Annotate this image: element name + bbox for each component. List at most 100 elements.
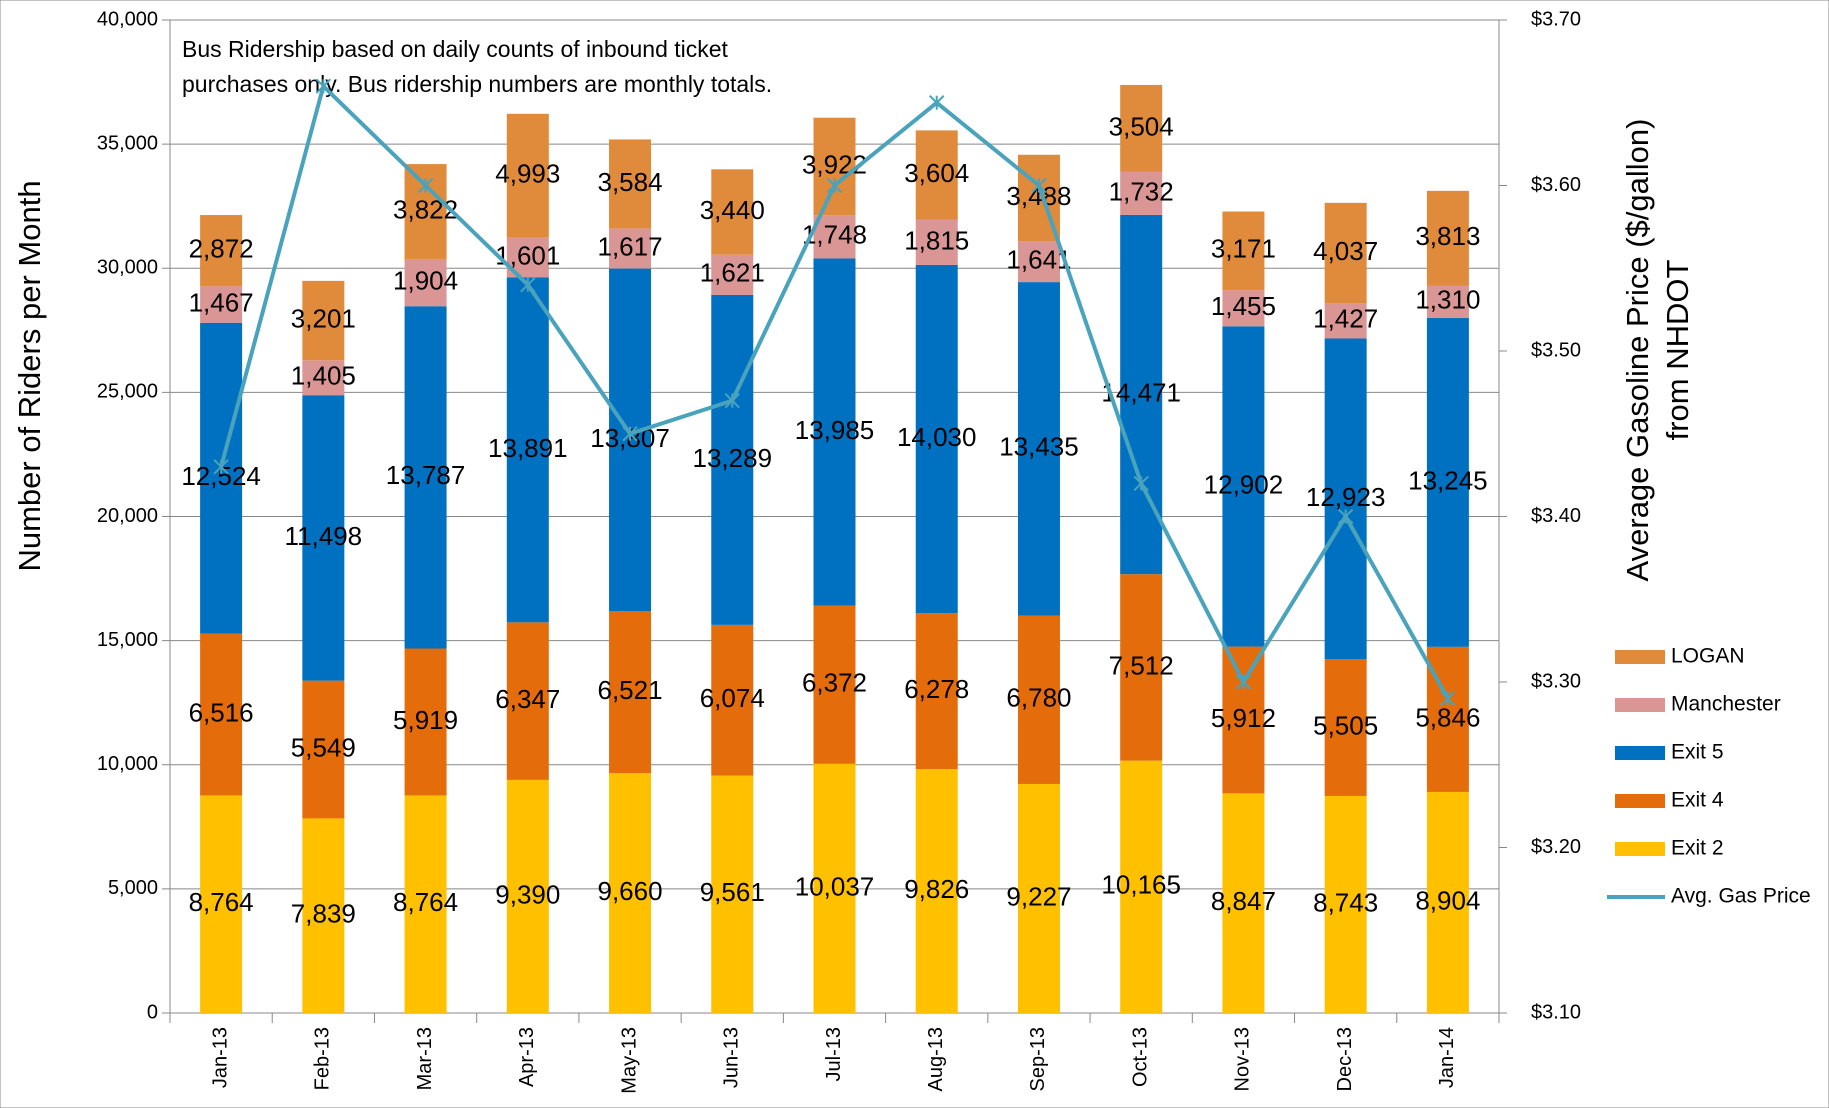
bar-segment: [1120, 171, 1163, 215]
data-label: 9,826: [904, 874, 969, 904]
data-label: 1,405: [291, 361, 356, 391]
bar-segment: [609, 611, 652, 774]
bar-segment: [1120, 84, 1163, 172]
y-tick-label: 0: [147, 1001, 158, 1023]
x-tick-label: Aug-13: [925, 1027, 947, 1092]
data-label: 6,278: [904, 674, 969, 704]
bar-segment: [813, 763, 856, 1013]
data-label: 3,922: [802, 149, 867, 179]
y-tick-label: 20,000: [97, 505, 158, 527]
data-label: 11,498: [285, 521, 363, 551]
legend-swatch: [1615, 746, 1665, 760]
x-tick-label: Jun-13: [721, 1027, 743, 1088]
data-label: 4,993: [495, 159, 560, 189]
bar-segment: [302, 360, 345, 396]
x-tick-label: Jul-13: [823, 1027, 845, 1081]
y-axis-title: Number of Riders per Month: [12, 180, 47, 571]
data-label: 8,764: [393, 887, 458, 917]
x-tick-label: Jan-13: [209, 1027, 231, 1088]
data-label: 3,201: [291, 303, 356, 333]
y2-tick-label: $3.40: [1531, 505, 1581, 527]
data-label: 13,245: [1408, 465, 1488, 495]
bar-segment: [1222, 646, 1265, 794]
x-tick-label: Apr-13: [516, 1027, 538, 1087]
data-label: 6,074: [700, 683, 765, 713]
legend-label: Manchester: [1671, 693, 1781, 716]
x-tick-label: May-13: [618, 1027, 640, 1094]
bar-segment: [915, 264, 958, 614]
y2-tick-label: $3.70: [1531, 8, 1581, 30]
bar-segment: [200, 286, 243, 323]
y2-axis-title: from NHDOT: [1660, 260, 1695, 441]
y2-axis-title: Average Gasoline Price ($/gallon): [1620, 119, 1655, 582]
x-tick-label: Jan-14: [1436, 1027, 1458, 1088]
bar-segment: [1222, 290, 1265, 327]
data-label: 12,902: [1204, 469, 1284, 499]
data-label: 6,521: [597, 675, 662, 705]
legend-label: Exit 4: [1671, 789, 1724, 812]
bar-segment: [404, 648, 447, 796]
bar-segment: [1426, 318, 1469, 647]
data-label: 1,904: [393, 265, 458, 295]
legend-label: Avg. Gas Price: [1671, 885, 1811, 908]
bar-segment: [1017, 241, 1060, 283]
data-label: 9,227: [1006, 881, 1071, 911]
data-label: 4,037: [1313, 236, 1378, 266]
x-tick-label: Dec-13: [1334, 1027, 1356, 1091]
y2-tick-label: $3.60: [1531, 174, 1581, 196]
bar-segment: [1426, 791, 1469, 1013]
data-label: 1,601: [495, 240, 560, 270]
line-marker: [315, 78, 332, 94]
bar-segment: [1324, 795, 1367, 1013]
data-label: 6,347: [495, 684, 560, 714]
data-label: 13,787: [386, 460, 466, 490]
line-marker: [213, 459, 229, 475]
data-label: 1,427: [1313, 304, 1378, 334]
legend-swatch: [1615, 650, 1665, 664]
bar-segment: [1017, 783, 1060, 1013]
legend-swatch: [1615, 794, 1665, 808]
data-label: 7,839: [291, 899, 356, 929]
data-label: 10,165: [1101, 870, 1181, 900]
bar-segment: [915, 130, 958, 220]
data-label: 8,764: [189, 887, 254, 917]
line-marker: [1235, 674, 1252, 690]
data-label: 3,822: [393, 194, 458, 224]
bar-segment: [711, 624, 754, 776]
data-label: 1,617: [597, 231, 662, 261]
bar-segment: [711, 254, 754, 295]
data-label: 8,904: [1415, 885, 1480, 915]
bar-segment: [1324, 338, 1367, 660]
data-label: 1,732: [1109, 176, 1174, 206]
bar-segment: [915, 219, 958, 265]
bar-segment: [813, 215, 856, 259]
data-label: 6,516: [189, 697, 254, 727]
bar-segment: [813, 605, 856, 764]
data-label: 2,872: [189, 234, 254, 264]
data-label: 3,504: [1109, 111, 1174, 141]
line-marker: [724, 392, 740, 409]
bar-segment: [200, 215, 243, 287]
line-marker: [826, 177, 843, 194]
line-marker: [1031, 177, 1047, 194]
data-label: 1,455: [1211, 291, 1276, 321]
y2-tick-label: $3.30: [1531, 670, 1581, 692]
line-marker: [622, 426, 638, 442]
bar-segment: [1426, 190, 1469, 286]
bar-segment: [302, 395, 345, 681]
annotation: Bus Ridership based on daily counts of i…: [182, 36, 729, 62]
line-marker: [520, 277, 536, 293]
data-label: 14,030: [897, 422, 977, 452]
bar-segment: [711, 169, 754, 255]
data-label: 1,621: [700, 258, 765, 288]
legend-label: Exit 2: [1671, 837, 1724, 860]
bar-segment: [813, 117, 856, 216]
y-tick-label: 30,000: [97, 257, 158, 279]
data-label: 1,815: [904, 225, 969, 255]
data-label: 8,847: [1211, 886, 1276, 916]
data-label: 8,743: [1313, 887, 1378, 917]
bar-segment: [1120, 760, 1163, 1013]
line-marker: [1133, 475, 1149, 492]
data-label: 6,780: [1006, 683, 1071, 713]
